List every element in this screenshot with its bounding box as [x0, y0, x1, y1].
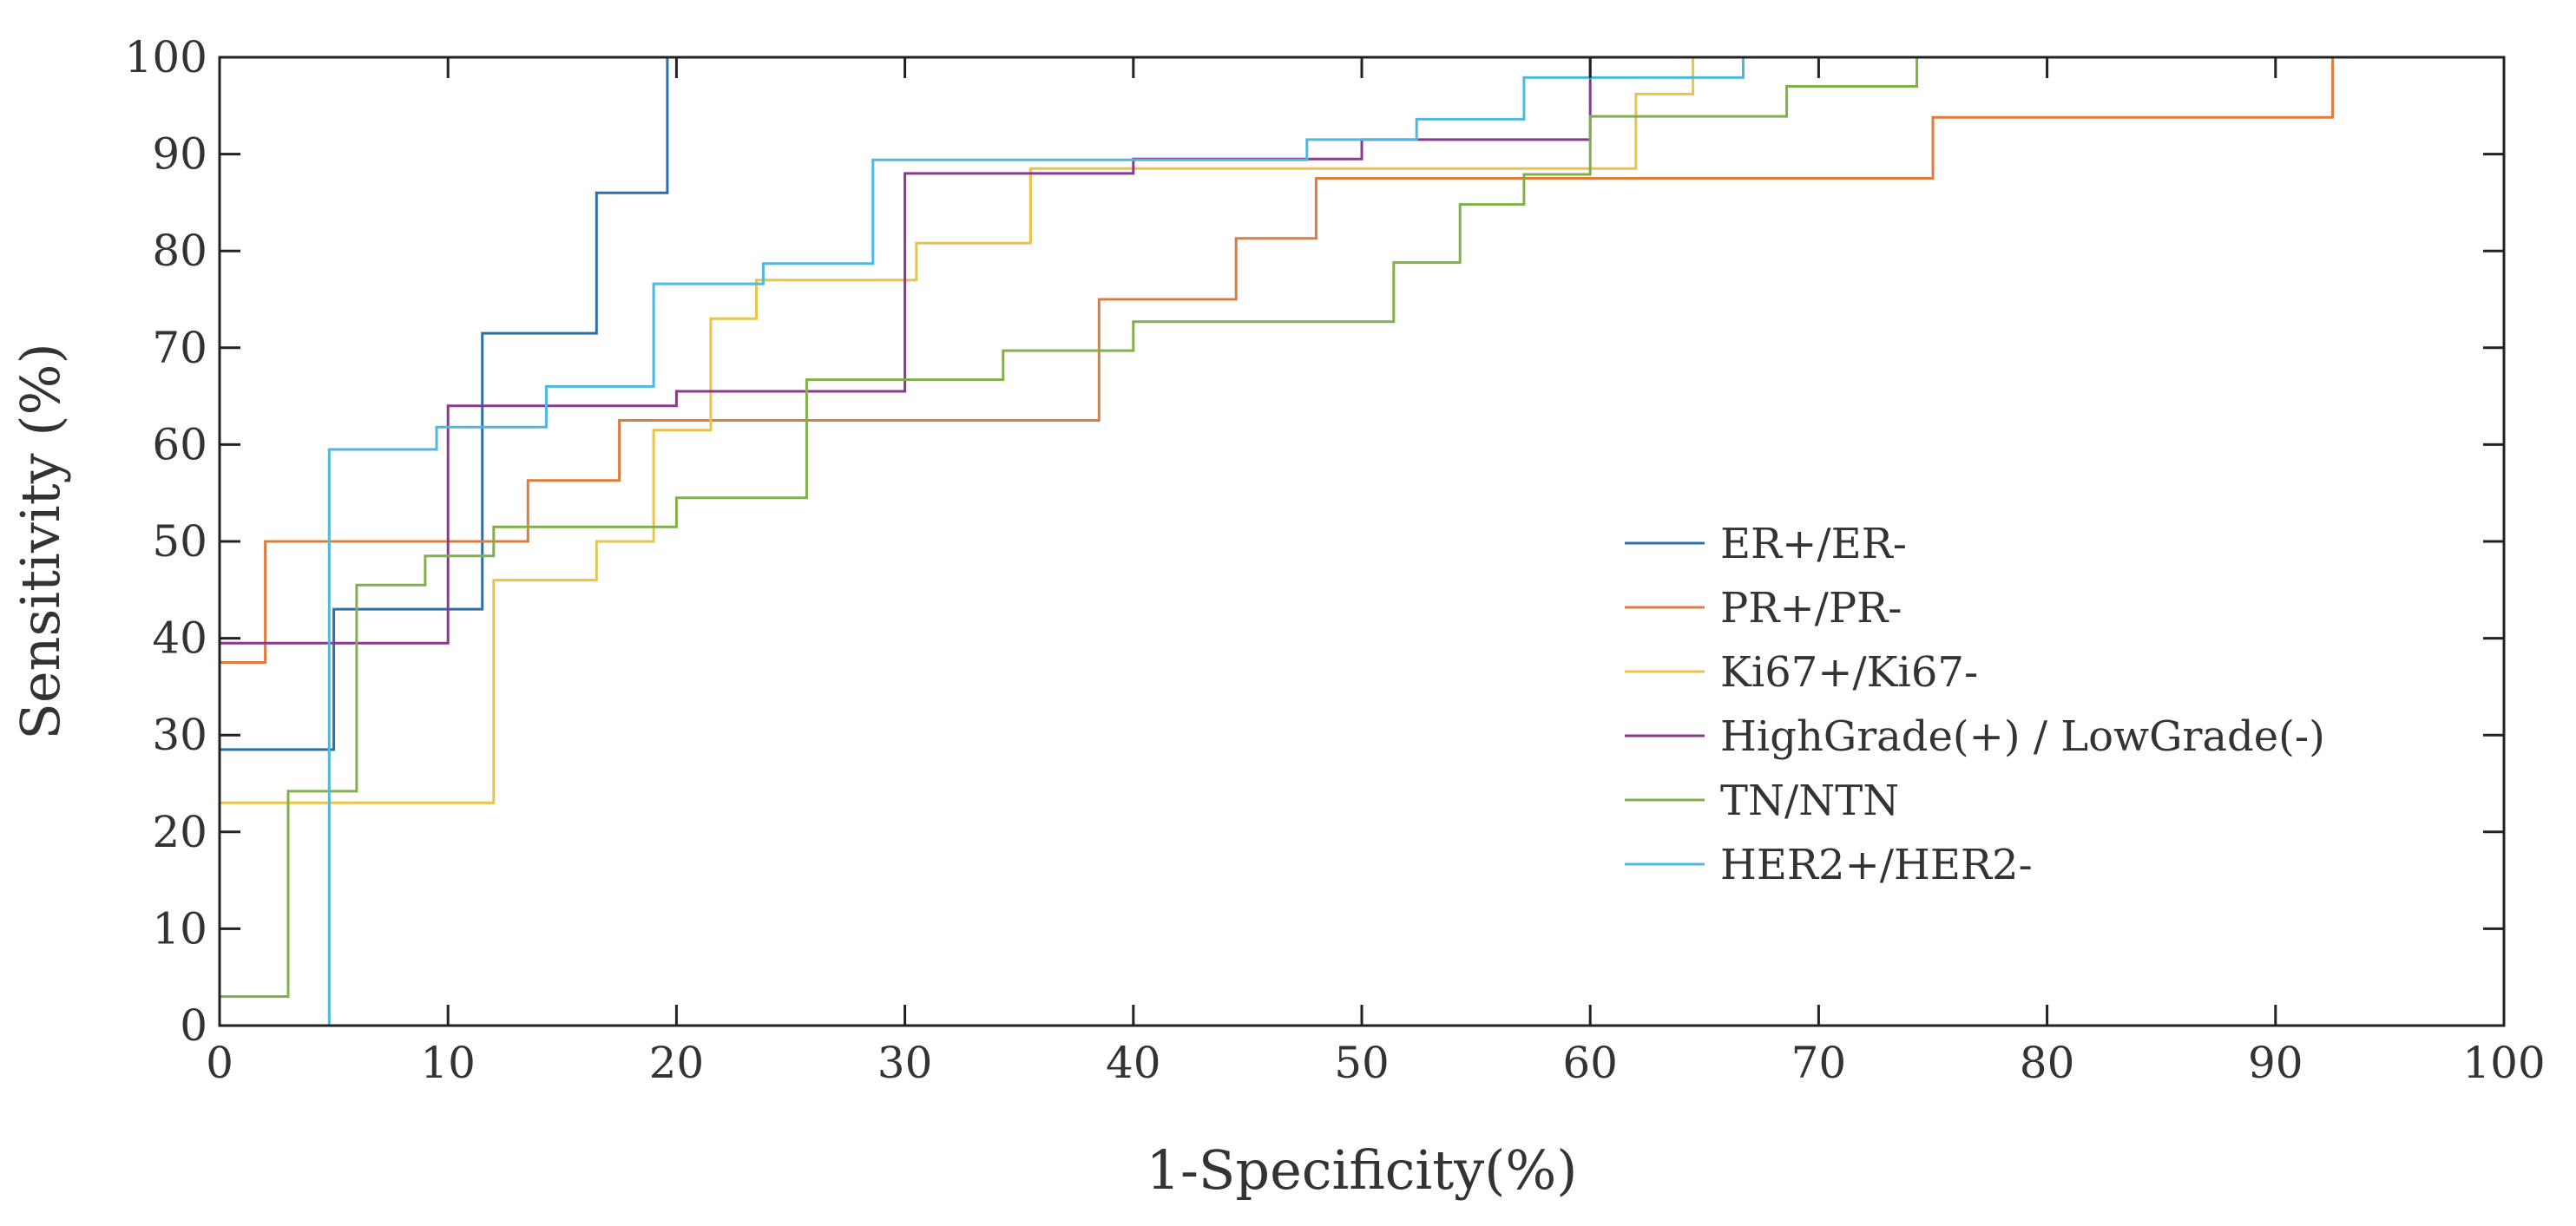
y-tick-label: 30	[152, 710, 207, 760]
x-tick-label: 60	[1562, 1038, 1618, 1088]
series-line-4	[218, 56, 2504, 1026]
series-line-6	[220, 56, 2504, 1027]
y-tick-label: 20	[152, 807, 207, 857]
y-tick-label: 100	[125, 32, 207, 82]
x-tick-label: 20	[649, 1038, 705, 1088]
y-tick-label: 10	[152, 903, 207, 954]
x-axis-title: 1-Specificity(%)	[1147, 1138, 1578, 1202]
legend-label: ER+/ER-	[1720, 520, 1907, 568]
legend-label: Ki67+/Ki67-	[1720, 648, 1978, 697]
x-tick-label: 50	[1334, 1038, 1390, 1088]
legend-label: PR+/PR-	[1720, 584, 1902, 633]
x-tick-label: 100	[2462, 1038, 2545, 1088]
tick-layer: 0 10 20 30 40 50 60 70 80 90 100 0 10 20 30 40 50 60 70 80 9…	[125, 32, 2546, 1088]
series-line-5	[218, 56, 2504, 1026]
series-line-2	[218, 56, 2504, 1026]
y-tick-label: 60	[152, 419, 207, 469]
x-tick-label: 80	[2020, 1038, 2075, 1088]
legend-label: TN/NTN	[1720, 777, 1899, 825]
plot-background	[220, 57, 2504, 1026]
y-axis-title: Sensitivity (%)	[9, 343, 72, 739]
y-tick-label: 40	[152, 613, 207, 664]
x-tick-label: 30	[877, 1038, 933, 1088]
series-layer	[218, 56, 2504, 1027]
legend-label: HighGrade(+) / LowGrade(-)	[1720, 712, 2325, 761]
legend-label: HER2+/HER2-	[1720, 841, 2033, 889]
x-tick-label: 0	[206, 1038, 233, 1088]
x-tick-label: 10	[420, 1038, 476, 1088]
x-tick-label: 90	[2248, 1038, 2303, 1088]
y-tick-label: 0	[180, 1000, 207, 1051]
y-tick-label: 70	[152, 323, 207, 373]
legend: ER+/ER- PR+/PR- Ki67+/Ki67- HighGrade(+) / …	[1625, 520, 2325, 889]
series-line-3	[218, 56, 2504, 1026]
x-tick-label: 70	[1791, 1038, 1847, 1088]
x-tick-label: 40	[1106, 1038, 1161, 1088]
y-tick-label: 50	[152, 516, 207, 567]
series-line-1	[218, 56, 2504, 1026]
y-tick-label: 90	[152, 129, 207, 180]
y-tick-label: 80	[152, 226, 207, 276]
